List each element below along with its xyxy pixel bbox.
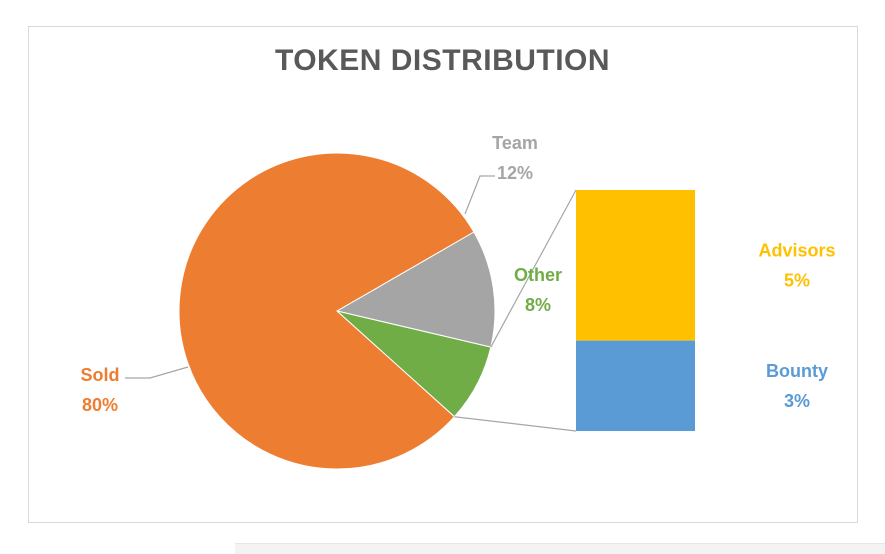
leader-line-sold	[125, 366, 189, 379]
pie-slice-sold	[178, 152, 475, 470]
data-label-bounty-value: 3%	[784, 391, 810, 411]
data-label-advisors-value: 5%	[784, 270, 810, 290]
connector-line-top	[490, 189, 577, 348]
bottom-strip	[235, 543, 885, 554]
data-label-team-value: 12%	[497, 163, 533, 183]
chart-title: TOKEN DISTRIBUTION	[274, 44, 611, 77]
bar-segment-advisors	[576, 190, 695, 341]
data-label-bounty-name: Bounty	[766, 361, 828, 381]
connector-line-bottom	[454, 416, 577, 432]
leader-line-team	[464, 175, 495, 215]
data-label-other-name: Other	[514, 265, 562, 285]
data-label-sold-name: Sold	[81, 365, 120, 385]
bar-segment-bounty	[576, 340, 695, 431]
data-label-other-value: 8%	[525, 295, 551, 315]
data-label-team-name: Team	[492, 133, 538, 153]
data-label-sold-value: 80%	[82, 395, 118, 415]
pie-slice-team	[335, 231, 496, 348]
data-label-advisors-name: Advisors	[758, 240, 835, 260]
